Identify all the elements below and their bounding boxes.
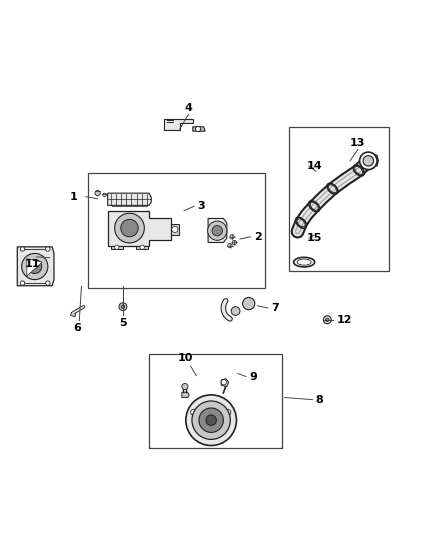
- Circle shape: [325, 318, 329, 321]
- Polygon shape: [108, 211, 171, 246]
- Circle shape: [121, 305, 125, 309]
- Polygon shape: [27, 259, 42, 276]
- Circle shape: [46, 247, 50, 251]
- Polygon shape: [171, 224, 179, 235]
- Polygon shape: [193, 127, 205, 131]
- Polygon shape: [71, 312, 76, 317]
- Circle shape: [243, 297, 255, 310]
- Polygon shape: [17, 247, 54, 286]
- Text: 4: 4: [184, 103, 192, 113]
- Polygon shape: [113, 205, 147, 206]
- Text: 10: 10: [177, 353, 193, 364]
- Polygon shape: [365, 154, 378, 167]
- Circle shape: [95, 190, 100, 196]
- Circle shape: [103, 193, 106, 197]
- Circle shape: [230, 235, 234, 239]
- Circle shape: [206, 415, 216, 425]
- Text: 14: 14: [306, 161, 322, 171]
- Text: 2: 2: [254, 232, 261, 242]
- Circle shape: [191, 409, 197, 415]
- Text: 12: 12: [337, 315, 353, 325]
- Polygon shape: [108, 193, 151, 205]
- Text: 1: 1: [69, 192, 77, 201]
- Polygon shape: [182, 392, 189, 398]
- Text: 9: 9: [250, 372, 258, 382]
- Circle shape: [140, 245, 145, 249]
- Text: 6: 6: [73, 323, 81, 333]
- Polygon shape: [221, 379, 229, 386]
- Circle shape: [28, 260, 42, 273]
- Polygon shape: [208, 219, 227, 243]
- Circle shape: [192, 401, 230, 439]
- Polygon shape: [164, 119, 193, 130]
- Circle shape: [115, 245, 119, 249]
- Polygon shape: [188, 408, 198, 417]
- Circle shape: [232, 240, 237, 245]
- Circle shape: [231, 306, 240, 316]
- Polygon shape: [136, 246, 148, 249]
- Circle shape: [20, 281, 25, 285]
- Polygon shape: [111, 246, 123, 249]
- Text: 5: 5: [119, 318, 127, 328]
- Circle shape: [119, 303, 127, 311]
- Circle shape: [186, 395, 237, 446]
- Circle shape: [212, 225, 223, 236]
- Bar: [289, 127, 389, 271]
- Bar: [149, 354, 283, 448]
- Circle shape: [121, 220, 138, 237]
- Circle shape: [225, 409, 231, 415]
- Circle shape: [228, 244, 232, 248]
- Circle shape: [323, 316, 331, 324]
- Circle shape: [199, 408, 223, 432]
- Circle shape: [182, 384, 188, 390]
- Circle shape: [21, 253, 48, 280]
- Ellipse shape: [293, 257, 314, 267]
- Bar: [88, 173, 265, 288]
- Circle shape: [195, 126, 201, 132]
- Text: 11: 11: [25, 259, 40, 269]
- Text: 7: 7: [272, 303, 279, 313]
- Circle shape: [46, 281, 50, 285]
- Circle shape: [208, 221, 227, 240]
- Polygon shape: [223, 408, 233, 417]
- Text: 15: 15: [306, 233, 321, 243]
- Circle shape: [115, 213, 145, 243]
- Circle shape: [172, 227, 178, 232]
- Text: 13: 13: [350, 138, 366, 148]
- Circle shape: [363, 156, 374, 166]
- Circle shape: [221, 379, 226, 385]
- Text: 8: 8: [315, 394, 323, 405]
- Text: 3: 3: [197, 201, 205, 211]
- Circle shape: [20, 247, 25, 251]
- Circle shape: [360, 152, 377, 169]
